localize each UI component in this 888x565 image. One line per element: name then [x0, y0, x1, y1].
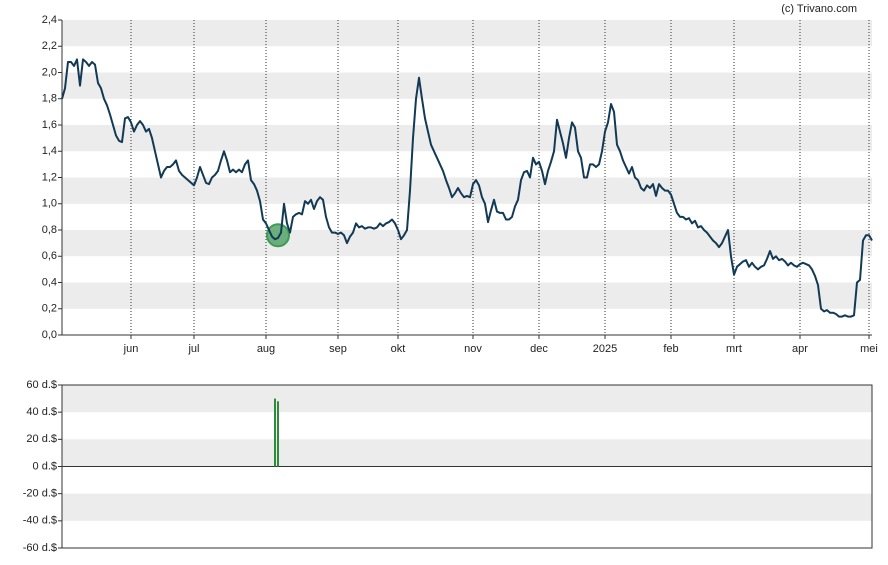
y-tick-label: 0,2 — [42, 303, 57, 315]
y-tick-label: -20 d.$ — [23, 488, 57, 500]
grid-band — [62, 20, 872, 47]
credit: (c) Trivano.com — [781, 3, 857, 15]
y-tick-label: 0,6 — [42, 250, 57, 262]
grid-band — [62, 493, 872, 521]
y-tick-label: 0,0 — [42, 329, 57, 341]
y-tick-label: 2,2 — [42, 40, 57, 52]
price-line — [61, 58, 873, 318]
event-marker — [266, 223, 290, 248]
x-tick-label: dec — [530, 343, 548, 355]
y-tick-label: 0 d.$ — [33, 460, 57, 472]
grid-band — [62, 282, 872, 309]
y-tick-label: 40 d.$ — [26, 406, 57, 418]
x-tick-label: 2025 — [593, 343, 617, 355]
y-tick-label: -60 d.$ — [23, 542, 57, 554]
y-tick-label: 2,0 — [42, 66, 57, 78]
x-tick-label: feb — [663, 343, 678, 355]
y-tick-label: 1,8 — [42, 93, 57, 105]
y-tick-label: 20 d.$ — [26, 433, 57, 445]
grid-band — [62, 439, 872, 467]
y-tick-label: 2,4 — [42, 14, 57, 26]
x-tick-label: sep — [329, 343, 347, 355]
y-tick-label: 1,4 — [42, 145, 57, 157]
grid-band — [62, 125, 872, 152]
y-tick-label: 60 d.$ — [26, 379, 57, 391]
grid-band — [62, 230, 872, 257]
x-tick-label: apr — [792, 343, 808, 355]
x-tick-label: mei — [860, 343, 878, 355]
grid-band — [62, 72, 872, 99]
y-tick-label: 0,8 — [42, 224, 57, 236]
x-tick-label: aug — [257, 343, 275, 355]
y-tick-label: 1,0 — [42, 198, 57, 210]
y-tick-label: 1,2 — [42, 171, 57, 183]
grid-band — [62, 177, 872, 204]
y-tick-label: 0,4 — [42, 276, 57, 288]
bar — [277, 401, 279, 467]
x-tick-label: okt — [391, 343, 406, 355]
y-tick-label: 1,6 — [42, 119, 57, 131]
bar — [274, 398, 276, 467]
grid-band — [62, 385, 872, 413]
x-tick-label: jul — [187, 343, 199, 355]
x-tick-label: nov — [464, 343, 482, 355]
x-tick-label: jun — [123, 343, 139, 355]
x-tick-label: mrt — [726, 343, 742, 355]
y-tick-label: -40 d.$ — [23, 515, 57, 527]
